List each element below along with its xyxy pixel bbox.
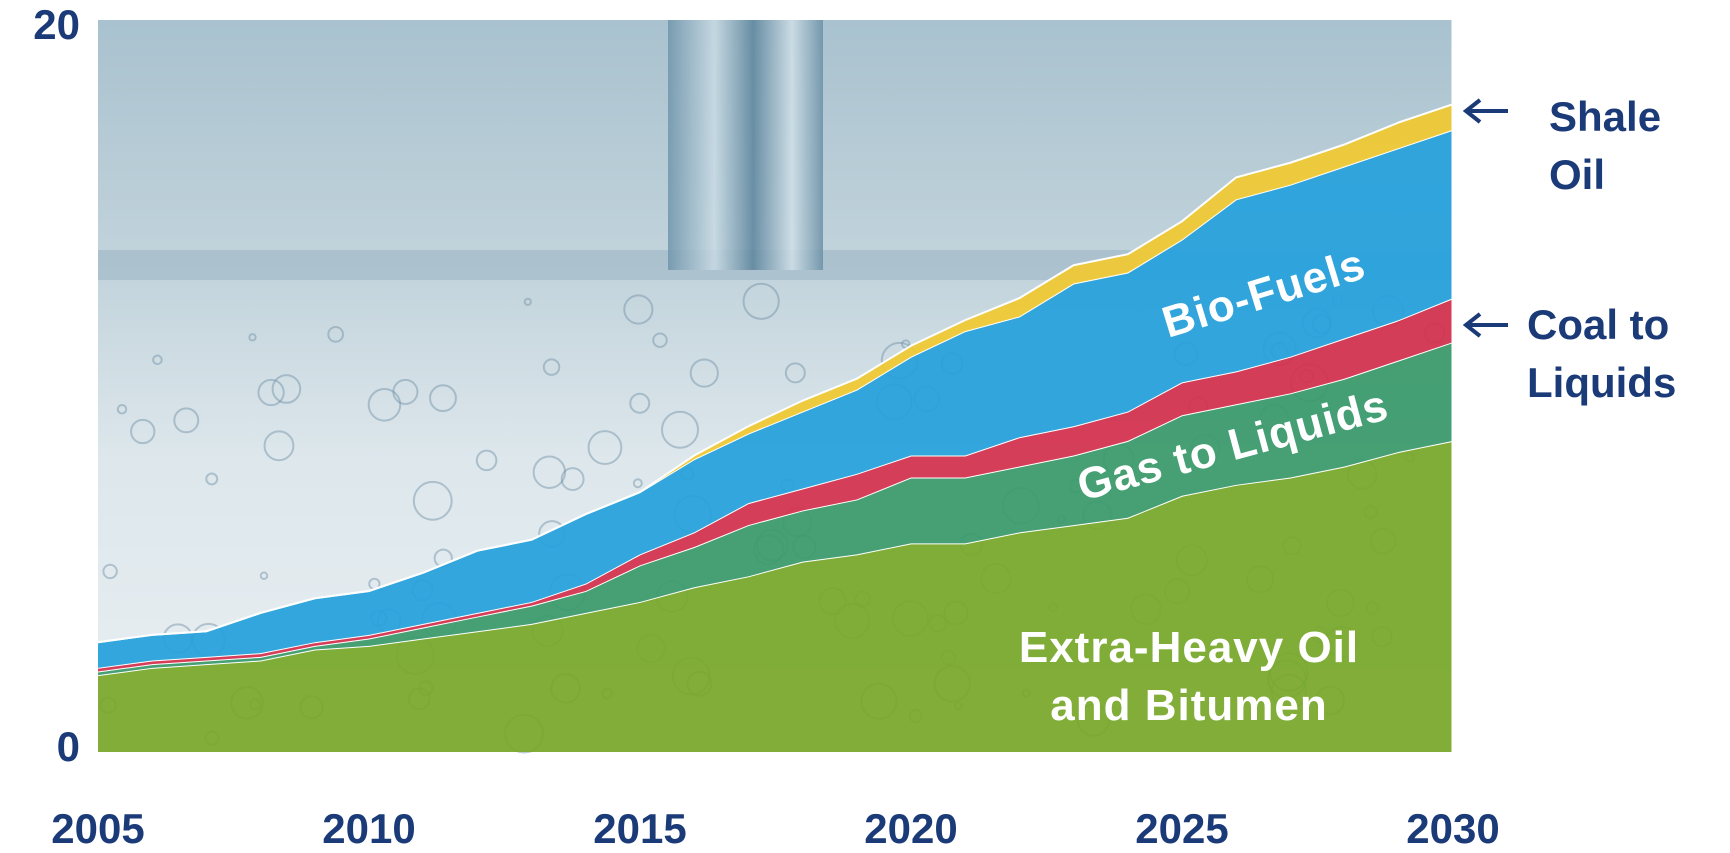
bubble bbox=[532, 455, 567, 489]
bubble bbox=[367, 388, 402, 422]
legend-label: Shale Oil bbox=[1549, 93, 1662, 198]
arrow bbox=[1462, 312, 1508, 338]
bubble bbox=[259, 571, 269, 580]
bubble bbox=[257, 378, 285, 407]
bubble bbox=[248, 333, 257, 342]
areas bbox=[97, 103, 1454, 752]
area bbox=[98, 104, 1453, 643]
bubble bbox=[652, 332, 668, 348]
bubble bbox=[623, 294, 654, 325]
bubble bbox=[475, 449, 498, 472]
bubble bbox=[742, 282, 780, 320]
area-label: Extra-Heavy Oil and Bitumen bbox=[1018, 623, 1360, 730]
x-tick-label: 2030 bbox=[1406, 805, 1499, 852]
y-tick-label: 20 bbox=[33, 1, 80, 48]
arrow bbox=[1462, 98, 1508, 124]
area bbox=[98, 440, 1453, 752]
bubble bbox=[392, 378, 419, 405]
bubble bbox=[412, 480, 453, 521]
bubble bbox=[429, 384, 457, 413]
x-tick-label: 2020 bbox=[864, 805, 957, 852]
water-stream bbox=[668, 20, 823, 270]
bubble bbox=[629, 392, 651, 414]
area bbox=[98, 129, 1453, 668]
x-tick-label: 2010 bbox=[322, 805, 415, 852]
bubble bbox=[523, 297, 532, 306]
bubble bbox=[632, 478, 643, 489]
bubble bbox=[784, 362, 806, 384]
y-tick-label: 0 bbox=[57, 723, 80, 770]
bubble bbox=[560, 467, 585, 492]
bubble bbox=[173, 407, 200, 434]
bubble bbox=[542, 358, 561, 376]
x-tick-label: 2025 bbox=[1135, 805, 1228, 852]
bubble bbox=[689, 358, 719, 388]
labels: 0 20 2005 2010 2015 2020 2025 2030 bbox=[33, 1, 1499, 852]
bubble bbox=[102, 563, 118, 580]
bubble bbox=[152, 354, 163, 366]
bubble bbox=[587, 430, 623, 465]
bubble bbox=[130, 418, 156, 445]
bubble bbox=[263, 430, 295, 462]
bubble bbox=[271, 374, 302, 404]
bubble bbox=[327, 325, 345, 343]
x-tick-label: 2015 bbox=[593, 805, 686, 852]
x-tick-label: 2005 bbox=[51, 805, 144, 852]
bubble bbox=[116, 404, 128, 415]
legend-label: Coal to Liquids bbox=[1527, 301, 1677, 406]
bubble bbox=[205, 472, 219, 486]
area-edge bbox=[97, 103, 1454, 644]
bubble bbox=[661, 410, 700, 449]
